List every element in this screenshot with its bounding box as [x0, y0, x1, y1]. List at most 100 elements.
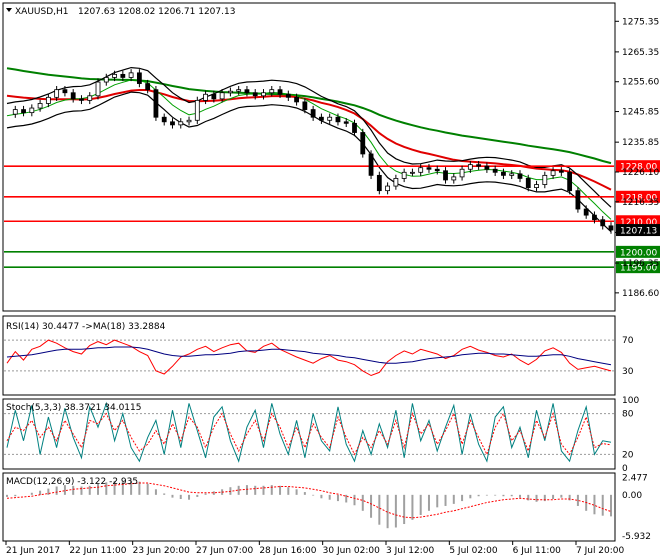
stoch-panel-frame: [2, 398, 616, 470]
candle-body: [352, 122, 357, 133]
price-panel-frame: [2, 2, 616, 312]
level-label: 1228.00: [620, 163, 657, 173]
candle-body: [600, 219, 606, 227]
candle-body: [558, 170, 564, 173]
price-axis-tick-label: 1186.60: [622, 289, 659, 299]
candle-body: [103, 77, 109, 83]
candle-body: [54, 89, 60, 98]
macd-signal-line: [6, 482, 612, 519]
price-axis-tick-label: 1265.35: [622, 48, 659, 58]
time-axis-tick-label: 5 Jul 02:00: [449, 546, 498, 556]
candle-body: [277, 89, 283, 95]
time-axis-tick-label: 6 Jul 11:00: [513, 546, 562, 556]
stoch-title: Stoch(5,3,3) 38.3721 34.0115: [6, 403, 141, 413]
candle-body: [310, 109, 316, 118]
candle-body: [236, 89, 242, 92]
candle-body: [501, 171, 506, 176]
macd-tick-label: -5.932: [622, 532, 651, 542]
sma-red-line: [6, 89, 612, 191]
candle-body: [443, 170, 448, 181]
candle-body: [592, 214, 597, 221]
candle-body: [62, 89, 68, 94]
macd-tick-label: 0.00: [622, 491, 642, 501]
candle-body: [21, 109, 26, 114]
candle-body: [426, 167, 432, 170]
candle-body: [451, 176, 457, 181]
candle-body: [112, 73, 117, 78]
candle-body: [70, 92, 76, 100]
candle-body: [509, 173, 515, 176]
candle-body: [368, 153, 374, 176]
candle-body: [252, 92, 258, 97]
candle-body: [385, 185, 391, 192]
candle-body: [410, 171, 415, 174]
stoch-plot: 100 80 20 0: [4, 396, 639, 474]
candle-body: [525, 178, 531, 188]
candle-body: [186, 119, 192, 123]
level-label: 1210.00: [620, 218, 657, 228]
candle-body: [87, 95, 93, 101]
dropdown-triangle-icon[interactable]: [6, 8, 12, 12]
rsi-title: RSI(14) 30.4477 ->MA(18) 33.2884: [6, 322, 166, 332]
candle-body: [261, 92, 266, 97]
candle-body: [583, 208, 589, 216]
price-axis-tick-label: 1255.60: [622, 78, 659, 88]
price-axis-tick-label: 1275.35: [622, 17, 659, 27]
candle-body: [227, 90, 233, 94]
candle-body: [161, 116, 167, 123]
candle-body: [29, 107, 35, 114]
candle-body: [37, 103, 43, 109]
candle-body: [95, 81, 101, 97]
time-axis-tick-label: 22 Jun 11:00: [69, 546, 126, 556]
macd-tick-label: 2.477: [622, 474, 648, 484]
time-axis-tick-label: 3 Jul 12:00: [386, 546, 435, 556]
level-label: 1195.00: [620, 264, 657, 274]
candle-body: [608, 225, 614, 231]
price-axis-tick-label: 1245.85: [622, 108, 659, 118]
stoch-signal-line: [6, 411, 612, 456]
rsi-tick-label: 30: [622, 367, 634, 377]
level-label-box: [616, 261, 660, 274]
candlesticks: [12, 69, 614, 234]
candle-body: [203, 93, 208, 101]
sma-fast-line: [6, 79, 612, 220]
time-axis-tick-label: 30 Jun 02:00: [323, 546, 380, 556]
bollinger-upper-line: [6, 66, 612, 208]
level-label-box: [616, 190, 660, 203]
price-axis: 1275.35 1265.35 1255.60 1245.85 1235.85 1226.…: [615, 17, 660, 299]
time-axis-tick-label: 28 Jun 16:00: [259, 546, 316, 556]
candle-body: [12, 109, 18, 115]
candle-body: [575, 190, 581, 210]
candle-body: [178, 121, 184, 126]
current-price-box: [616, 224, 660, 237]
candle-body: [467, 164, 473, 170]
level-label: 1218.00: [620, 193, 657, 203]
candle-body: [517, 173, 523, 179]
candle-body: [492, 168, 498, 173]
price-axis-tick-label: 1216.35: [622, 198, 659, 208]
candle-body: [285, 93, 291, 98]
candle-body: [534, 184, 539, 188]
candle-body: [269, 89, 275, 94]
candle-body: [145, 83, 151, 91]
macd-title: MACD(12,26,9) -3.122 -2.935: [6, 477, 138, 487]
candle-body: [45, 96, 51, 104]
candle-body: [302, 101, 308, 110]
rsi-plot: 70 30: [4, 336, 634, 377]
level-label: 1200.00: [620, 248, 657, 258]
candle-body: [294, 96, 299, 103]
candle-body: [211, 93, 217, 100]
macd-panel-frame: [2, 472, 616, 542]
price-axis-tick-label: 1235.85: [622, 138, 659, 148]
rsi-tick-label: 70: [622, 336, 634, 346]
symbol-label: XAUUSD,H1: [15, 7, 69, 17]
stoch-tick-label: 80: [622, 410, 634, 420]
candle-body: [170, 121, 175, 126]
bollinger-lower-line: [6, 91, 612, 233]
time-axis-tick-label: 27 Jun 07:00: [196, 546, 253, 556]
candle-body: [128, 72, 134, 78]
candle-body: [401, 171, 407, 179]
stoch-tick-label: 100: [622, 396, 639, 406]
candle-body: [459, 168, 465, 178]
stoch-tick-label: 0: [622, 464, 628, 474]
